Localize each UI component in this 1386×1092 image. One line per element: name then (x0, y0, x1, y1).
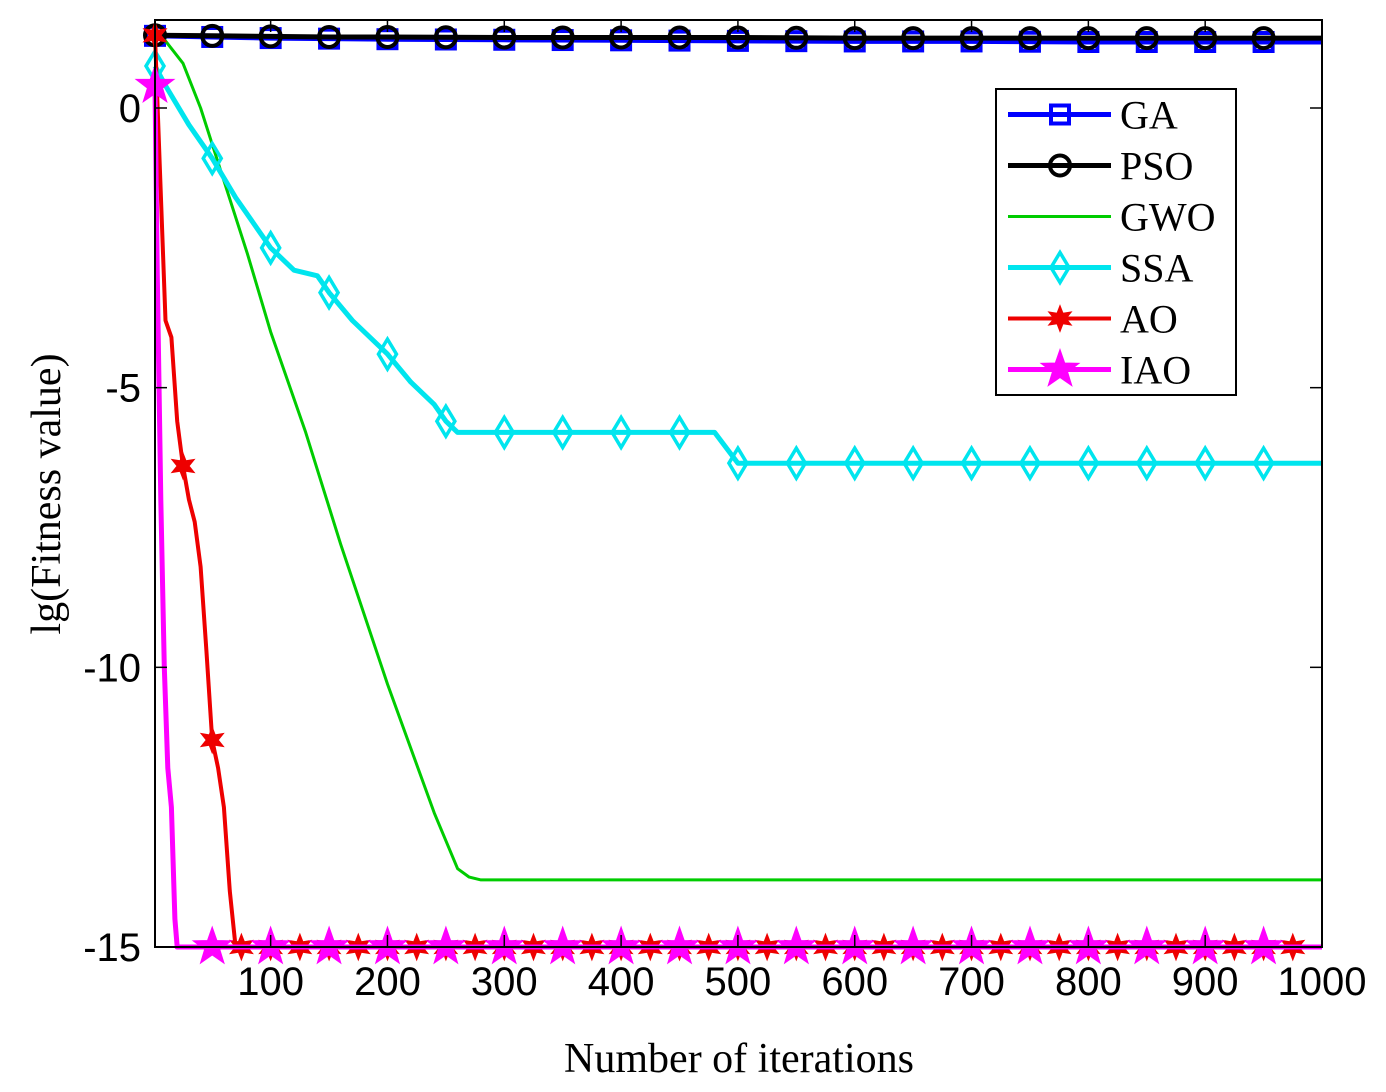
data-point-pso (433, 25, 458, 50)
data-point-iao (775, 925, 817, 965)
data-point-ssa (318, 274, 341, 311)
data-point-ssa (259, 229, 282, 267)
legend-item-ssa: SSA (1008, 246, 1193, 291)
data-point-ao (199, 725, 225, 755)
x-tick-label: 300 (471, 960, 538, 1004)
x-tick-label: 600 (821, 960, 888, 1004)
data-point-ssa (1135, 444, 1158, 482)
x-tick-label: 800 (1055, 960, 1122, 1004)
data-point-ssa (726, 444, 749, 482)
legend: GA PSO GWO SSA AO IAO (995, 88, 1237, 396)
legend-marker (1039, 347, 1081, 387)
legend-label: PSO (1120, 144, 1193, 189)
data-point-iao (659, 925, 700, 965)
legend-marker (1048, 249, 1072, 286)
legend-item-ao: AO (1008, 297, 1178, 342)
data-point-iao (1126, 925, 1168, 965)
series-gwo (154, 36, 1322, 882)
data-point-pso (667, 25, 692, 50)
legend-item-ga: GA (1008, 93, 1178, 138)
data-point-ssa (434, 402, 457, 440)
x-axis-label: Number of iterations (564, 1036, 914, 1082)
legend-label: SSA (1120, 246, 1193, 291)
data-point-iao (542, 925, 584, 965)
legend-marker (1049, 103, 1071, 126)
axis-ticks: 100 200 300 400 500 600 700 800 900 1000 0 -5 -10 -15 (83, 20, 1366, 1004)
x-tick-label: 200 (354, 960, 421, 1004)
data-point-iao (892, 925, 934, 965)
x-tick-label: 400 (588, 960, 655, 1004)
legend-label: GA (1120, 93, 1178, 138)
series-line-pso (154, 32, 1322, 41)
data-point-ssa (610, 414, 633, 451)
data-point-ao (170, 451, 196, 481)
y-tick-label: -10 (83, 646, 141, 690)
y-axis-label: lg(Fitness value) (24, 353, 70, 634)
data-point-iao (425, 925, 467, 965)
x-tick-label: 100 (237, 960, 304, 1004)
data-point-ssa (785, 444, 808, 482)
legend-item-iao: IAO (1008, 348, 1191, 393)
legend-item-gwo: GWO (1008, 195, 1216, 240)
data-point-ssa (1077, 444, 1100, 482)
data-point-ssa (668, 414, 691, 451)
data-point-pso (200, 23, 225, 48)
data-point-pso (550, 25, 575, 50)
y-tick-label: -15 (83, 926, 141, 970)
x-tick-label: 700 (938, 960, 1005, 1004)
data-point-ssa (376, 335, 399, 373)
series-line-gwo (154, 36, 1322, 882)
legend-label: GWO (1120, 195, 1216, 240)
y-tick-label: 0 (119, 87, 141, 131)
legend-label: AO (1120, 297, 1178, 342)
x-tick-label: 1000 (1278, 960, 1367, 1004)
series-line-ssa (152, 64, 1322, 466)
data-point-ssa (1018, 444, 1041, 482)
data-point-ssa (1252, 444, 1275, 482)
data-point-pso (317, 24, 342, 49)
data-point-ssa (843, 444, 866, 482)
legend-box (995, 88, 1237, 396)
data-point-ssa (1194, 444, 1217, 482)
x-tick-label: 900 (1172, 960, 1239, 1004)
data-point-iao (1243, 925, 1285, 965)
legend-marker (1048, 153, 1072, 178)
data-point-iao (191, 925, 233, 965)
legend-marker (1047, 304, 1073, 333)
data-point-pso (1017, 26, 1042, 51)
series-ssa (143, 47, 1322, 482)
y-tick-label: -5 (105, 367, 141, 411)
data-point-ssa (201, 139, 224, 177)
data-point-iao (1009, 925, 1051, 965)
data-point-pso (1134, 26, 1159, 51)
data-point-pso (1251, 26, 1276, 51)
data-point-ssa (902, 444, 925, 482)
data-point-iao (308, 925, 350, 965)
data-point-ssa (551, 414, 574, 451)
data-point-ssa (960, 444, 983, 482)
legend-item-pso: PSO (1008, 144, 1193, 189)
legend-label: IAO (1120, 348, 1191, 393)
data-point-pso (901, 26, 926, 51)
data-point-pso (784, 25, 809, 50)
x-tick-label: 500 (705, 960, 772, 1004)
data-point-ssa (493, 414, 516, 451)
